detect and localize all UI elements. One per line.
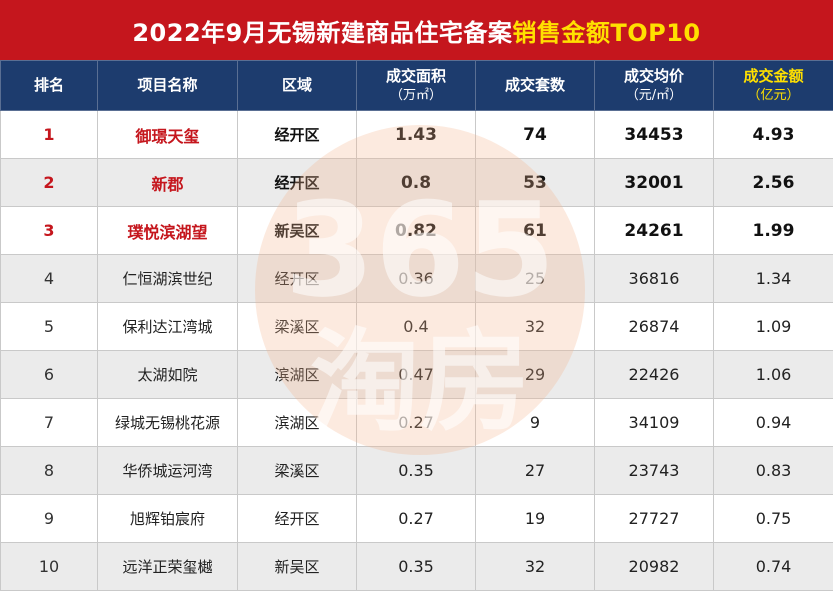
cell-area: 经开区 bbox=[237, 110, 357, 159]
cell-name: 远洋正荣玺樾 bbox=[97, 542, 238, 591]
header-amount-label: 成交金额 bbox=[743, 66, 804, 85]
cell-rank: 10 bbox=[0, 542, 98, 591]
cell-floor-area: 0.27 bbox=[356, 398, 476, 447]
header-amount: 成交金额 （亿元） bbox=[713, 60, 833, 111]
table-row: 2 新郡 经开区 0.8 53 32001 2.56 bbox=[0, 158, 833, 207]
cell-name: 保利达江湾城 bbox=[97, 302, 238, 351]
cell-floor-area: 0.27 bbox=[356, 494, 476, 543]
cell-units: 19 bbox=[475, 494, 595, 543]
cell-units: 74 bbox=[475, 110, 595, 159]
cell-rank: 3 bbox=[0, 206, 98, 255]
table-row: 1 御璟天玺 经开区 1.43 74 34453 4.93 bbox=[0, 110, 833, 159]
header-floor-area: 成交面积 （万㎡） bbox=[356, 60, 476, 111]
cell-rank: 1 bbox=[0, 110, 98, 159]
cell-amount: 4.93 bbox=[713, 110, 833, 159]
cell-area: 梁溪区 bbox=[237, 302, 357, 351]
header-rank: 排名 bbox=[0, 60, 98, 111]
cell-price: 26874 bbox=[594, 302, 714, 351]
cell-amount: 1.34 bbox=[713, 254, 833, 303]
header-area: 区域 bbox=[237, 60, 357, 111]
cell-amount: 0.94 bbox=[713, 398, 833, 447]
cell-name: 太湖如院 bbox=[97, 350, 238, 399]
cell-amount: 1.99 bbox=[713, 206, 833, 255]
title-main: 2022年9月无锡新建商品住宅备案 bbox=[132, 18, 513, 47]
cell-name: 绿城无锡桃花源 bbox=[97, 398, 238, 447]
header-price: 成交均价 （元/㎡） bbox=[594, 60, 714, 111]
cell-name: 仁恒湖滨世纪 bbox=[97, 254, 238, 303]
cell-area: 新吴区 bbox=[237, 206, 357, 255]
cell-units: 27 bbox=[475, 446, 595, 495]
cell-area: 经开区 bbox=[237, 158, 357, 207]
cell-amount: 0.75 bbox=[713, 494, 833, 543]
cell-rank: 7 bbox=[0, 398, 98, 447]
cell-amount: 0.74 bbox=[713, 542, 833, 591]
table-header-row: 排名 项目名称 区域 成交面积 （万㎡） 成交套数 成交均价 （元/㎡） 成交金… bbox=[0, 60, 833, 111]
cell-price: 24261 bbox=[594, 206, 714, 255]
cell-units: 9 bbox=[475, 398, 595, 447]
cell-rank: 5 bbox=[0, 302, 98, 351]
title-highlight: 销售金额TOP10 bbox=[512, 18, 701, 47]
report-title: 2022年9月无锡新建商品住宅备案 销售金额TOP10 bbox=[0, 0, 833, 60]
ranking-table: 排名 项目名称 区域 成交面积 （万㎡） 成交套数 成交均价 （元/㎡） 成交金… bbox=[0, 60, 833, 591]
cell-floor-area: 0.82 bbox=[356, 206, 476, 255]
cell-units: 25 bbox=[475, 254, 595, 303]
cell-name: 御璟天玺 bbox=[97, 110, 238, 159]
cell-amount: 1.06 bbox=[713, 350, 833, 399]
cell-rank: 2 bbox=[0, 158, 98, 207]
table-row: 4 仁恒湖滨世纪 经开区 0.36 25 36816 1.34 bbox=[0, 254, 833, 303]
table-row: 10 远洋正荣玺樾 新吴区 0.35 32 20982 0.74 bbox=[0, 542, 833, 591]
header-floor-area-label: 成交面积 bbox=[385, 66, 446, 85]
cell-rank: 4 bbox=[0, 254, 98, 303]
header-floor-area-unit: （万㎡） bbox=[389, 87, 442, 103]
cell-floor-area: 0.47 bbox=[356, 350, 476, 399]
cell-area: 新吴区 bbox=[237, 542, 357, 591]
cell-amount: 0.83 bbox=[713, 446, 833, 495]
cell-price: 32001 bbox=[594, 158, 714, 207]
cell-amount: 2.56 bbox=[713, 158, 833, 207]
cell-amount: 1.09 bbox=[713, 302, 833, 351]
header-price-label: 成交均价 bbox=[623, 66, 684, 85]
header-units: 成交套数 bbox=[475, 60, 595, 111]
table-row: 5 保利达江湾城 梁溪区 0.4 32 26874 1.09 bbox=[0, 302, 833, 351]
cell-area: 滨湖区 bbox=[237, 350, 357, 399]
table-row: 7 绿城无锡桃花源 滨湖区 0.27 9 34109 0.94 bbox=[0, 398, 833, 447]
cell-floor-area: 0.4 bbox=[356, 302, 476, 351]
cell-price: 27727 bbox=[594, 494, 714, 543]
table-row: 8 华侨城运河湾 梁溪区 0.35 27 23743 0.83 bbox=[0, 446, 833, 495]
cell-floor-area: 0.36 bbox=[356, 254, 476, 303]
cell-units: 61 bbox=[475, 206, 595, 255]
cell-units: 53 bbox=[475, 158, 595, 207]
cell-name: 新郡 bbox=[97, 158, 238, 207]
cell-price: 34453 bbox=[594, 110, 714, 159]
cell-area: 滨湖区 bbox=[237, 398, 357, 447]
cell-rank: 9 bbox=[0, 494, 98, 543]
cell-area: 经开区 bbox=[237, 494, 357, 543]
cell-floor-area: 1.43 bbox=[356, 110, 476, 159]
cell-name: 璞悦滨湖望 bbox=[97, 206, 238, 255]
cell-name: 旭辉铂宸府 bbox=[97, 494, 238, 543]
cell-units: 32 bbox=[475, 542, 595, 591]
cell-floor-area: 0.35 bbox=[356, 542, 476, 591]
cell-price: 20982 bbox=[594, 542, 714, 591]
cell-floor-area: 0.8 bbox=[356, 158, 476, 207]
cell-price: 36816 bbox=[594, 254, 714, 303]
header-name: 项目名称 bbox=[97, 60, 238, 111]
table-row: 6 太湖如院 滨湖区 0.47 29 22426 1.06 bbox=[0, 350, 833, 399]
cell-rank: 8 bbox=[0, 446, 98, 495]
cell-price: 23743 bbox=[594, 446, 714, 495]
cell-floor-area: 0.35 bbox=[356, 446, 476, 495]
cell-price: 34109 bbox=[594, 398, 714, 447]
table-row: 9 旭辉铂宸府 经开区 0.27 19 27727 0.75 bbox=[0, 494, 833, 543]
cell-area: 梁溪区 bbox=[237, 446, 357, 495]
cell-rank: 6 bbox=[0, 350, 98, 399]
cell-units: 32 bbox=[475, 302, 595, 351]
cell-name: 华侨城运河湾 bbox=[97, 446, 238, 495]
header-price-unit: （元/㎡） bbox=[625, 87, 683, 103]
cell-area: 经开区 bbox=[237, 254, 357, 303]
cell-units: 29 bbox=[475, 350, 595, 399]
table-row: 3 璞悦滨湖望 新吴区 0.82 61 24261 1.99 bbox=[0, 206, 833, 255]
cell-price: 22426 bbox=[594, 350, 714, 399]
header-amount-unit: （亿元） bbox=[747, 87, 800, 103]
